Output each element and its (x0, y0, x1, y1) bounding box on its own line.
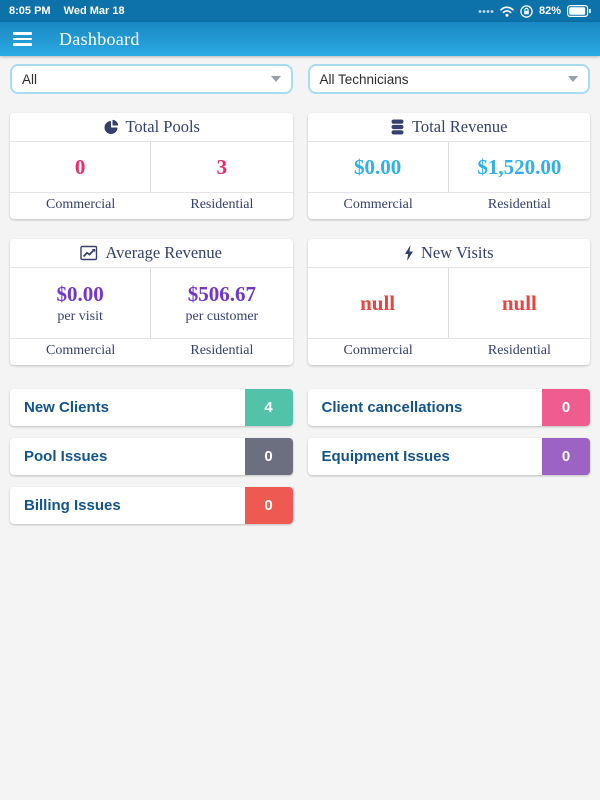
stat-cards-row-1: Total Pools 0 3 Commercial Residential (10, 113, 590, 219)
residential-sublabel: per customer (185, 308, 259, 324)
residential-cell: $1,520.00 (449, 142, 590, 192)
technician-dropdown-value: All Technicians (319, 71, 409, 87)
wifi-icon (500, 6, 514, 17)
total-revenue-header: Total Revenue (307, 113, 590, 142)
client-cancellations-row[interactable]: Client cancellations 0 (307, 389, 590, 426)
commercial-label: Commercial (343, 343, 413, 358)
line-chart-icon (80, 245, 98, 261)
average-revenue-header: Average Revenue (10, 239, 293, 268)
orientation-lock-icon (520, 4, 533, 18)
total-revenue-card: Total Revenue $0.00 $1,520.00 Commercial… (307, 113, 591, 219)
residential-label: Residential (487, 197, 551, 212)
hamburger-menu-icon[interactable] (13, 29, 32, 49)
commercial-sublabel: per visit (57, 308, 103, 324)
chevron-down-icon (568, 76, 578, 82)
database-icon (391, 119, 404, 135)
new-visits-header: New Visits (307, 239, 590, 268)
new-visits-card: New Visits null null Commercial Resident… (307, 239, 591, 365)
residential-value: null (501, 290, 537, 315)
status-time: 8:05 PM (9, 5, 51, 17)
date-range-dropdown-value: All (22, 71, 38, 87)
stat-cards-row-2: Average Revenue $0.00 per visit $506.67 … (10, 239, 590, 365)
new-visits-footer: Commercial Residential (307, 338, 590, 365)
page-title: Dashboard (59, 28, 140, 49)
total-pools-header: Total Pools (10, 113, 293, 142)
dashboard-content: All All Technicians Total Pools 0 (0, 56, 600, 524)
billing-issues-row[interactable]: Billing Issues 0 (10, 487, 293, 524)
metric-label: New Clients (24, 399, 110, 416)
average-revenue-footer: Commercial Residential (10, 338, 293, 365)
pie-chart-icon (104, 119, 118, 134)
chevron-down-icon (270, 76, 281, 82)
card-title: New Visits (420, 243, 494, 262)
new-visits-values: null null (308, 268, 591, 338)
lightning-icon (404, 245, 413, 261)
residential-value: 3 (216, 154, 228, 179)
metric-label: Billing Issues (24, 497, 121, 514)
metric-count-badge: 0 (542, 389, 590, 426)
commercial-label: Commercial (46, 197, 116, 212)
battery-percent: 82% (538, 5, 561, 17)
commercial-label: Commercial (343, 197, 413, 212)
total-pools-values: 0 3 (10, 142, 293, 192)
equipment-issues-row[interactable]: Equipment Issues 0 (307, 438, 590, 475)
metric-label: Pool Issues (24, 448, 108, 465)
status-date: Wed Mar 18 (63, 5, 125, 17)
card-title: Total Pools (125, 117, 200, 136)
card-title: Average Revenue (105, 243, 222, 262)
metric-count-badge: 4 (244, 389, 293, 426)
commercial-value: null (360, 290, 396, 315)
status-bar-left: 8:05 PM Wed Mar 18 (9, 5, 135, 17)
commercial-cell: null (308, 268, 449, 338)
commercial-value: $0.00 (56, 281, 104, 306)
total-revenue-values: $0.00 $1,520.00 (308, 142, 591, 192)
metric-label: Equipment Issues (321, 448, 450, 465)
metric-label: Client cancellations (321, 399, 463, 416)
card-title: Total Revenue (411, 117, 508, 136)
status-bar: 8:05 PM Wed Mar 18 82% (0, 0, 600, 22)
residential-value: $506.67 (187, 281, 256, 306)
residential-cell: $506.67 per customer (151, 268, 292, 338)
total-pools-card: Total Pools 0 3 Commercial Residential (10, 113, 293, 219)
metric-count-badge: 0 (542, 438, 590, 475)
residential-cell: 3 (151, 142, 292, 192)
date-range-dropdown[interactable]: All (10, 64, 293, 94)
commercial-label: Commercial (46, 343, 116, 358)
app-bar: Dashboard (0, 22, 600, 56)
total-pools-footer: Commercial Residential (10, 192, 293, 219)
average-revenue-card: Average Revenue $0.00 per visit $506.67 … (10, 239, 293, 365)
commercial-cell: 0 (10, 142, 152, 192)
cellular-dots-icon (478, 9, 494, 13)
residential-cell: null (449, 268, 590, 338)
filter-bar: All All Technicians (10, 64, 590, 94)
battery-icon (567, 5, 591, 17)
residential-label: Residential (487, 343, 551, 358)
status-bar-right: 82% (478, 4, 591, 18)
total-revenue-footer: Commercial Residential (307, 192, 590, 219)
average-revenue-values: $0.00 per visit $506.67 per customer (10, 268, 293, 338)
residential-label: Residential (190, 343, 254, 358)
metric-count-badge: 0 (244, 487, 293, 524)
residential-label: Residential (190, 197, 254, 212)
commercial-value: 0 (74, 154, 86, 179)
commercial-cell: $0.00 per visit (10, 268, 152, 338)
metric-rows: New Clients 4 Client cancellations 0 Poo… (10, 389, 590, 524)
commercial-cell: $0.00 (308, 142, 449, 192)
metric-count-badge: 0 (244, 438, 293, 475)
residential-value: $1,520.00 (477, 154, 562, 179)
commercial-value: $0.00 (354, 154, 402, 179)
technician-dropdown[interactable]: All Technicians (307, 64, 590, 94)
pool-issues-row[interactable]: Pool Issues 0 (10, 438, 293, 475)
new-clients-row[interactable]: New Clients 4 (10, 389, 293, 426)
